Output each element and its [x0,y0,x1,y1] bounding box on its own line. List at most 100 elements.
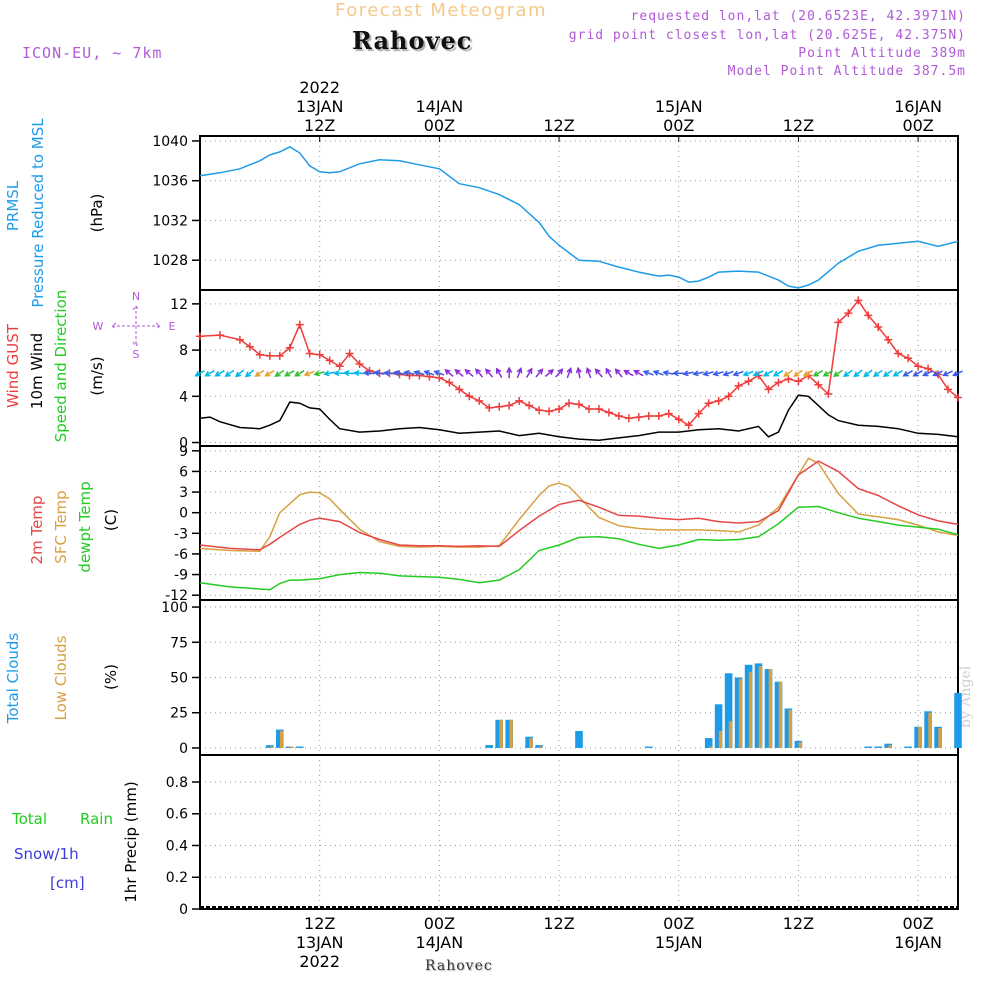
gust-marker [724,392,733,401]
gust-marker [694,409,703,418]
wind-direction-arrow [392,369,405,377]
compass-n: N [132,290,140,303]
total-cloud-bar [924,711,932,748]
y-tick-label-temperature: 0 [179,506,188,522]
total-cloud-bar [286,746,294,748]
gust-marker [285,343,294,352]
gust-marker [684,421,693,430]
label-rain: Rain [80,810,113,828]
wind-direction-arrow [343,370,355,377]
wind-direction-arrow [594,368,603,378]
bottom-time-label: 00Z [424,914,455,933]
total-cloud-bar [704,738,713,748]
wind-direction-arrow [294,370,305,377]
label-cm: [cm] [50,874,85,892]
bottom-time-label: 16JAN [894,933,942,952]
wind-direction-arrow [274,369,285,378]
wind-direction-arrow [605,367,613,378]
wind-direction-arrow [783,369,793,378]
gust-marker [914,362,923,371]
gust-marker [215,331,224,340]
gust-marker [794,377,803,386]
bottom-time-label: 12Z [304,914,335,933]
wind-direction-arrow [234,369,245,378]
wind-direction-arrow [323,370,335,377]
gust-marker [555,405,564,414]
wind-direction-arrow [575,366,582,379]
wind-direction-arrow [752,370,764,377]
total-cloud-bar [266,745,274,748]
total-cloud-bar [276,729,284,748]
wind-direction-arrow [284,370,295,377]
wind-direction-arrow [214,370,225,377]
gust-marker [305,349,314,358]
wind-direction-arrow [772,370,784,377]
bottom-time-label: 13JAN [296,933,344,952]
low-cloud-bar [888,745,892,748]
gust-marker [485,403,494,412]
low-cloud-bar [758,666,763,748]
wind-direction-arrow [464,368,474,377]
label-2m-temp: 2m Temp [28,496,46,565]
gust-marker [774,378,783,387]
gust-marker [814,380,823,389]
y-tick-label-clouds: 25 [170,706,188,722]
label-pressure-msl: Pressure Reduced to MSL [29,118,47,308]
wind-direction-arrow [413,369,425,376]
gust-marker [345,349,354,358]
total-cloud-bar [784,708,793,748]
wind-direction-arrow [722,370,734,377]
wind-direction-arrow [373,369,385,377]
gust-marker [325,356,334,365]
wind-direction-arrow [474,368,484,378]
gust-marker [575,400,583,409]
wind-direction-arrow [555,368,564,378]
gust-marker [355,359,364,368]
gust-marker [255,350,264,359]
wind-direction-arrow [614,368,623,378]
wind-direction-arrow [932,370,943,377]
low-cloud-bar [918,726,922,748]
label-prmsl: PRMSL [4,180,22,231]
dewpoint-line [199,505,959,591]
y-tick-label-temperature: -12 [165,588,188,604]
wind-direction-arrow [382,370,395,377]
gust-marker [704,399,713,408]
wind-direction-arrow [585,367,592,379]
y-tick-label-precip: 0.8 [166,775,188,791]
gust-marker [495,402,504,411]
y-tick-label-wind: 4 [179,389,188,405]
gust-marker [475,396,484,405]
total-cloud-bar [884,743,892,748]
wind-direction-arrow [303,370,315,377]
gust-marker [196,332,204,341]
gust-marker [614,411,623,420]
label-dewpt-temp: dewpt Temp [76,481,94,572]
wind-direction-arrow [682,370,694,377]
wind-direction-arrow [454,368,464,377]
gust-marker [245,342,254,351]
y-tick-label-clouds: 50 [170,671,188,687]
label-percent: (%) [102,664,120,690]
wind-direction-arrow [363,370,375,377]
wind-speed-line [199,394,959,441]
gust-marker [455,385,464,394]
low-cloud-bar [728,721,733,748]
wind-direction-arrow [264,370,275,377]
wind-direction-arrow [525,367,533,378]
wind-direction-arrow [863,369,873,378]
wind-direction-arrow [812,370,824,377]
gust-marker [884,335,893,344]
wind-direction-arrow [423,369,435,376]
total-cloud-bar [934,726,942,748]
wind-direction-arrow [762,370,774,377]
wind-direction-arrow [495,367,503,378]
top-time-label: 14JAN [416,97,464,116]
label-10m-wind: 10m Wind [28,333,46,409]
wind-direction-arrow [942,370,953,377]
y-tick-label-temperature: 6 [179,464,188,480]
requested-coords: requested lon,lat (20.6523E, 42.3971N) [630,9,966,24]
gust-marker [734,381,743,390]
panel-frame-temperature [199,445,959,601]
